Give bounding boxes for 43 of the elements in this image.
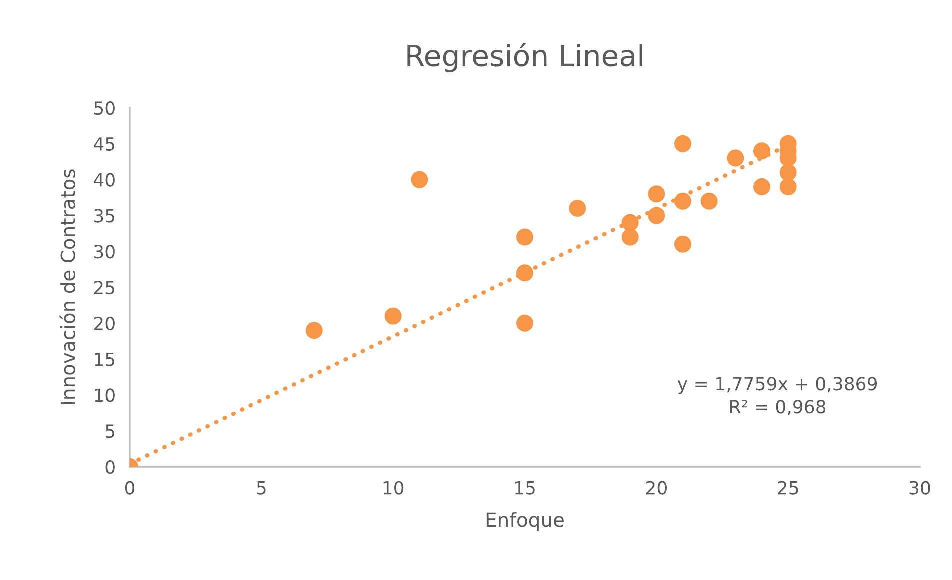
y-tick-label: 25: [94, 280, 115, 295]
point: [516, 314, 534, 332]
y-axis-title: Innovación de Contratos: [60, 170, 76, 404]
point: [727, 150, 744, 167]
x-tick-label: 30: [910, 481, 930, 495]
point: [753, 142, 771, 160]
y-tick-label: 40: [94, 173, 115, 187]
point: [674, 192, 692, 210]
point: [622, 228, 639, 246]
x-axis-title: Enfoque: [486, 512, 564, 532]
point: [700, 192, 718, 210]
y-tick-label: 10: [95, 388, 115, 402]
y-tick-label: 5: [106, 424, 115, 438]
annotation: y = 1,7759x + 0,3869: [678, 377, 877, 394]
y-tick-label: 20: [94, 316, 115, 331]
y-tick-label: 30: [94, 245, 115, 259]
point: [384, 308, 402, 325]
x-tick-label: 0: [125, 481, 135, 495]
y-tick-label: 15: [95, 352, 115, 366]
point: [516, 264, 534, 282]
x-tick-label: 20: [646, 481, 667, 495]
annotation: R² = 0,968: [730, 400, 826, 416]
point: [674, 236, 692, 253]
x-tick-label: 5: [257, 481, 266, 495]
point: [780, 178, 797, 196]
y-tick-label: 45: [94, 138, 115, 152]
y-tick-label: 50: [94, 101, 115, 116]
point: [622, 214, 639, 232]
x-tick-label: 10: [384, 481, 404, 495]
point: [306, 322, 323, 340]
point: [648, 186, 666, 203]
point: [411, 171, 428, 188]
point: [516, 228, 534, 246]
y-tick-label: 35: [94, 209, 115, 223]
y-tick-label: 0: [106, 460, 115, 474]
point: [674, 135, 692, 152]
point: [780, 164, 797, 182]
point: [569, 200, 586, 218]
x-tick-label: 15: [515, 481, 535, 495]
x-tick-label: 25: [778, 481, 798, 495]
chart-title: Regresión Lineal: [408, 43, 642, 72]
point: [648, 207, 666, 224]
point: [753, 178, 771, 196]
